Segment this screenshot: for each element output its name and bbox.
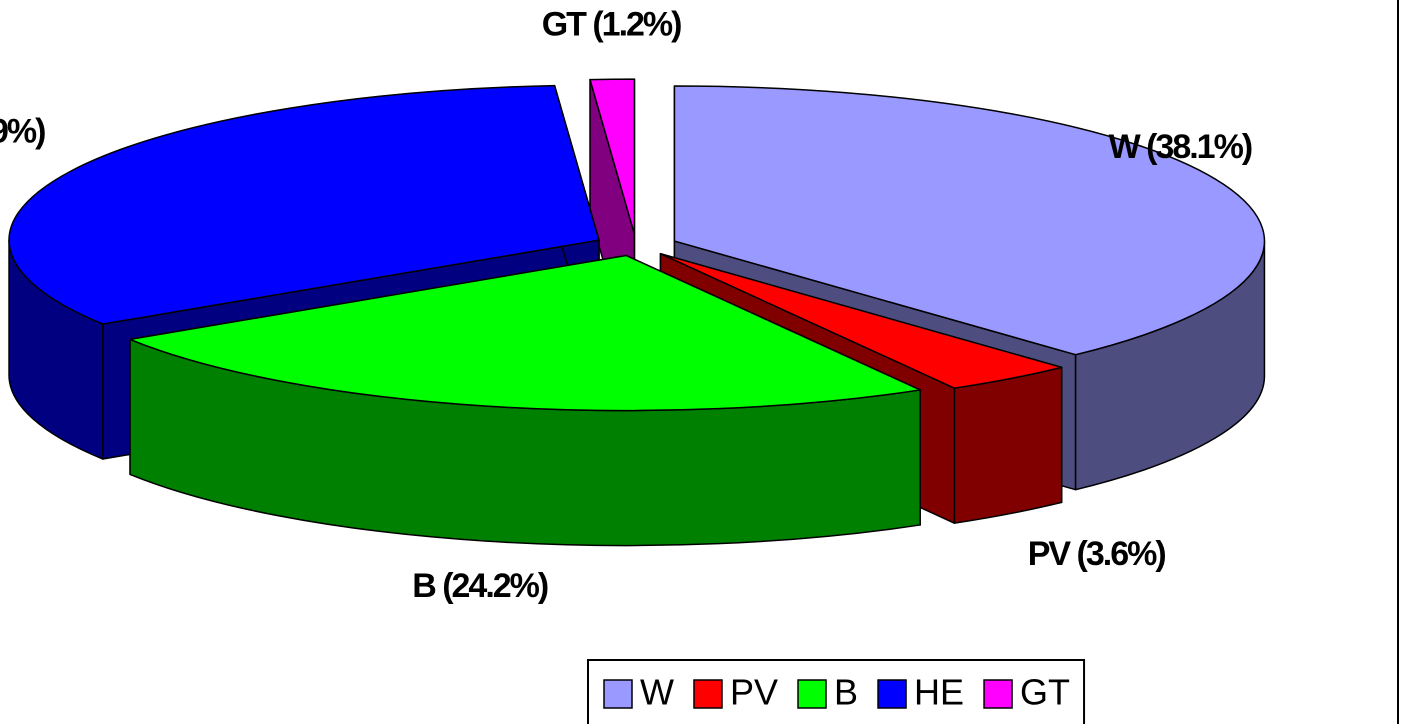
legend: W PV B HE GT <box>587 659 1086 724</box>
legend-swatch <box>877 679 907 709</box>
legend-label: HE <box>914 672 964 713</box>
slice <box>659 252 1063 389</box>
slice <box>589 78 636 235</box>
slice <box>8 84 600 325</box>
legend-swatch <box>603 679 633 709</box>
data-label: PV (3.6%) <box>1028 535 1166 573</box>
slice <box>673 85 1266 356</box>
slice <box>129 254 921 412</box>
data-label: W (38.1%) <box>1109 128 1252 166</box>
data-label: GT (1.2%) <box>542 5 681 43</box>
data-label: HE (32.9%) <box>0 113 45 151</box>
legend-label: B <box>834 672 858 713</box>
legend-label: PV <box>730 672 778 713</box>
legend-swatch <box>797 679 827 709</box>
legend-label: W <box>640 672 674 713</box>
data-label: B (24.2%) <box>412 567 548 605</box>
slice-wall <box>953 366 1063 524</box>
legend-swatch <box>983 679 1013 709</box>
legend-label: GT <box>1020 672 1070 713</box>
legend-swatch <box>693 679 723 709</box>
